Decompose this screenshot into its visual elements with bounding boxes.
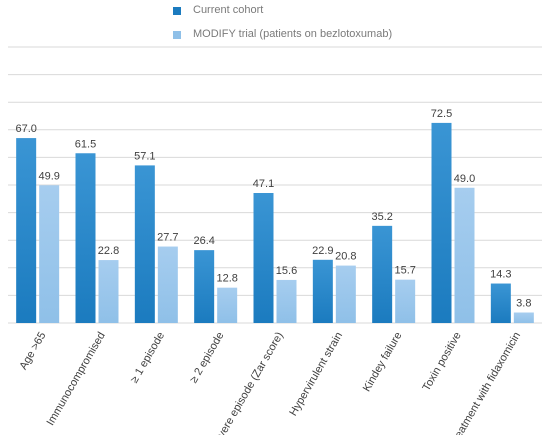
x-tick-label: Toxin positive (420, 330, 463, 393)
bar-current-cohort (431, 122, 452, 324)
legend: Current cohort MODIFY trial (patients on… (173, 4, 392, 40)
bar-current-cohort (253, 193, 274, 323)
bar-current-cohort (490, 283, 511, 323)
bar-modify-trial (217, 287, 238, 323)
data-label: 57.1 (134, 150, 155, 162)
bar-modify-trial (157, 246, 178, 323)
data-label: 22.8 (98, 245, 119, 257)
bar-current-cohort (75, 153, 96, 323)
legend-swatch-modify-trial (173, 31, 181, 39)
x-tick-label: ≥ 1 episode (128, 330, 167, 385)
data-label: 15.7 (394, 265, 415, 277)
x-tick-label: Treatment with fidaxomicin (448, 330, 524, 435)
gridlines (8, 46, 542, 324)
data-label: 27.7 (157, 232, 178, 244)
data-label: 20.8 (335, 251, 356, 263)
data-label: 26.4 (193, 235, 214, 247)
data-label: 49.9 (38, 170, 59, 182)
data-label: 22.9 (312, 245, 333, 257)
bar-modify-trial (39, 185, 60, 323)
bar-current-cohort (16, 138, 37, 323)
x-tick-label: ≥ 2 episode (188, 330, 227, 385)
bar-modify-trial (454, 187, 475, 323)
bar-modify-trial (276, 279, 297, 323)
data-label: 61.5 (75, 138, 96, 150)
bar-current-cohort (372, 225, 393, 323)
bar-modify-trial (335, 265, 356, 323)
x-tick-label: Immunocompromised (45, 330, 108, 428)
legend-label-current-cohort: Current cohort (193, 4, 263, 16)
bar-current-cohort (312, 259, 333, 323)
data-label: 14.3 (490, 269, 511, 281)
bar-current-cohort (194, 250, 215, 323)
data-labels: 67.0 49.9 61.5 22.8 57.1 27.7 26.4 12.8 47.1 15.6… (15, 108, 531, 310)
data-label: 47.1 (253, 178, 274, 190)
x-tick-label: Kindey failure (361, 330, 405, 394)
data-label: 49.0 (454, 173, 475, 185)
bar-current-cohort (134, 165, 155, 323)
x-tick-label: Age >65 (17, 330, 48, 372)
data-label: 15.6 (276, 265, 297, 277)
bar-modify-trial (98, 260, 119, 323)
data-label: 67.0 (15, 123, 36, 135)
bars (16, 122, 534, 324)
bar-modify-trial (395, 279, 416, 323)
data-label: 12.8 (216, 273, 237, 285)
data-label: 35.2 (371, 211, 392, 223)
legend-label-modify-trial: MODIFY trial (patients on bezlotoxumab) (193, 28, 392, 40)
data-label: 3.8 (516, 298, 531, 310)
legend-swatch-current-cohort (173, 7, 181, 15)
data-label: 72.5 (431, 108, 452, 120)
x-tick-label: Hypervirulent strain (287, 330, 345, 418)
bar-modify-trial (513, 312, 534, 323)
